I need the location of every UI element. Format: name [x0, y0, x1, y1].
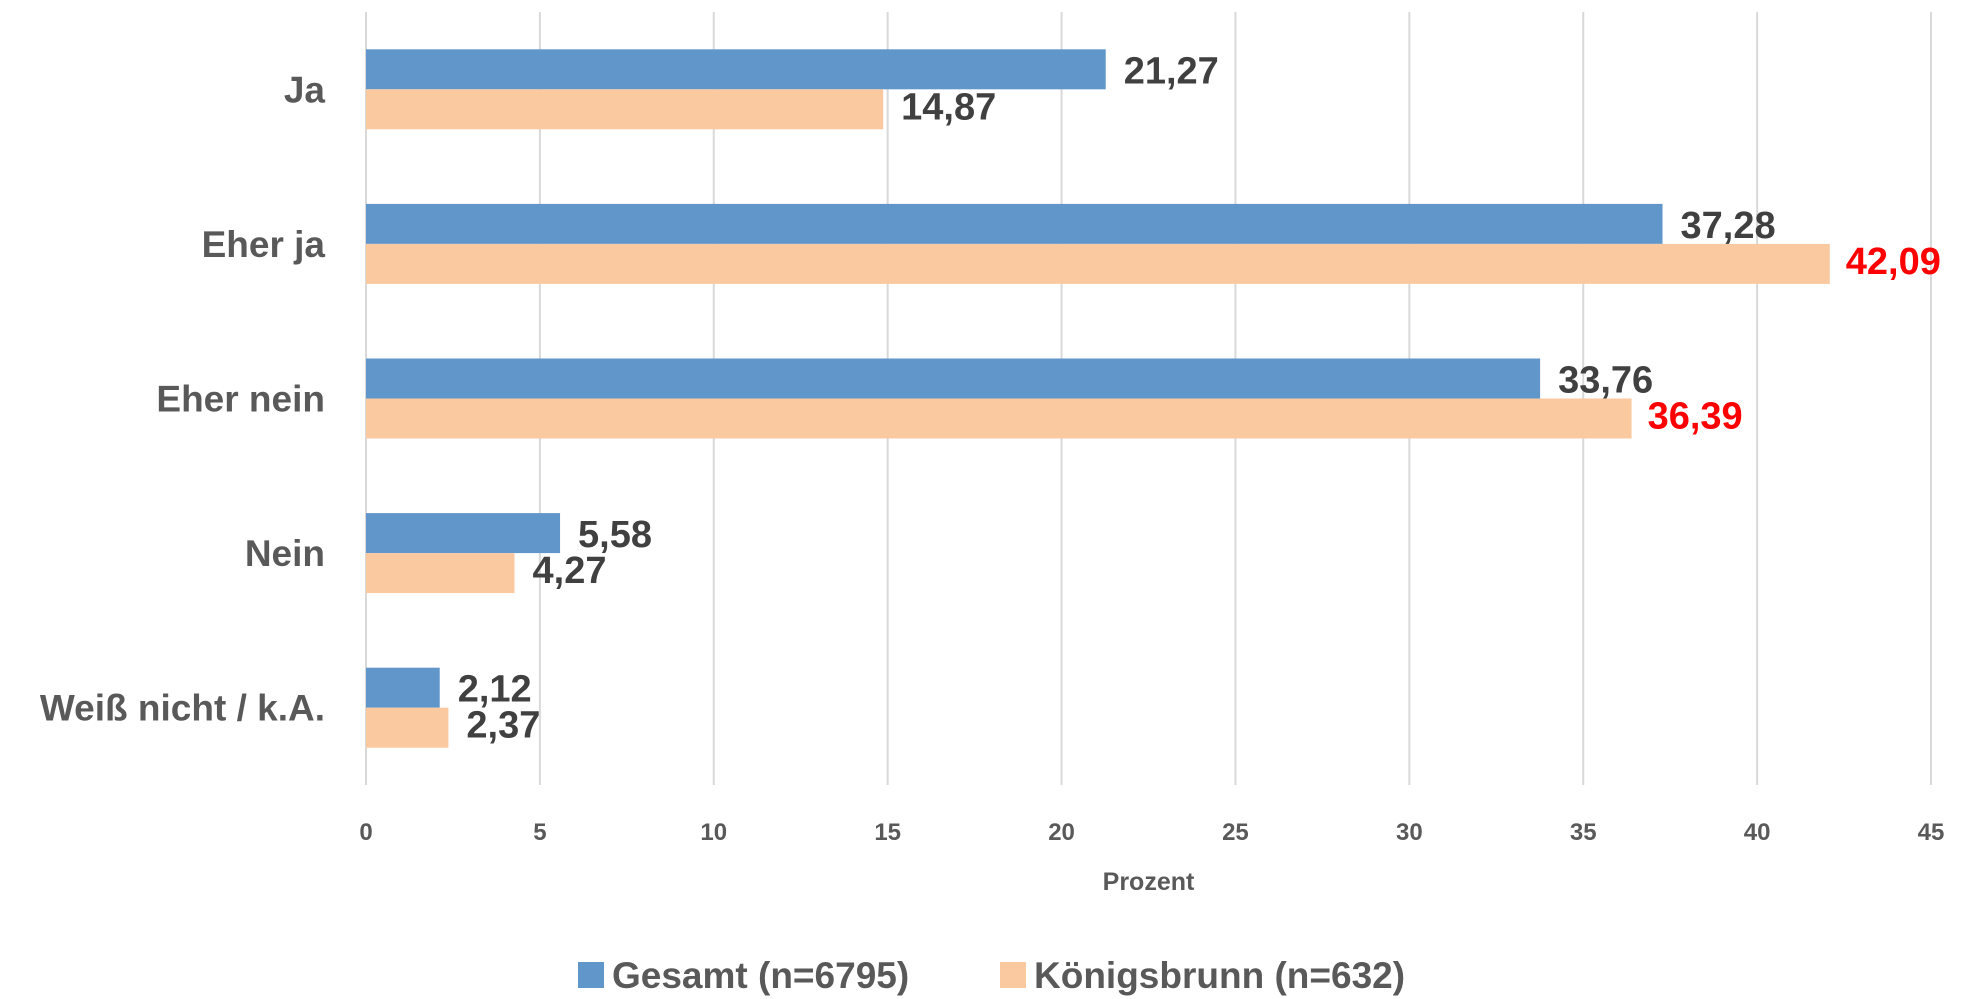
bar — [366, 707, 449, 748]
data-label: 36,39 — [1648, 396, 1743, 438]
data-label: 37,28 — [1681, 205, 1776, 247]
category-labels: Ja Eher ja Eher nein Nein Weiß nicht / k.A. — [40, 69, 325, 728]
legend-swatch — [578, 962, 604, 988]
bar — [366, 667, 440, 708]
bar — [366, 398, 1632, 439]
category-label: Eher ja — [202, 224, 326, 265]
category-label: Eher nein — [156, 379, 325, 420]
x-tick-label: 40 — [1744, 819, 1771, 846]
legend-label: Königsbrunn (n=632) — [1034, 955, 1405, 996]
bar — [366, 203, 1663, 244]
data-label: 21,27 — [1124, 50, 1219, 92]
x-tick-labels: 0 5 10 15 20 25 30 35 40 45 — [359, 819, 1944, 846]
data-label: 5,58 — [578, 514, 652, 556]
x-tick-label: 30 — [1396, 819, 1423, 846]
data-label: 33,76 — [1558, 360, 1653, 402]
bar — [366, 358, 1541, 399]
category-label: Weiß nicht / k.A. — [40, 688, 325, 729]
data-label: 4,27 — [533, 550, 607, 592]
bar — [366, 89, 884, 130]
x-tick-label: 45 — [1918, 819, 1945, 846]
data-label: 2,12 — [458, 669, 532, 711]
x-tick-label: 35 — [1570, 819, 1597, 846]
bar — [366, 243, 1830, 284]
bar — [366, 513, 561, 554]
x-tick-label: 25 — [1222, 819, 1249, 846]
bar — [366, 553, 515, 594]
x-tick-label: 15 — [874, 819, 901, 846]
data-label: 2,37 — [466, 705, 540, 747]
x-tick-label: 10 — [700, 819, 727, 846]
x-tick-label: 0 — [359, 819, 372, 846]
category-label: Ja — [284, 69, 326, 110]
bar — [366, 49, 1106, 90]
x-tick-label: 5 — [533, 819, 546, 846]
x-axis-title: Prozent — [1103, 868, 1195, 896]
category-label: Nein — [245, 533, 325, 574]
data-label: 14,87 — [901, 86, 996, 128]
legend-swatch — [1000, 962, 1026, 988]
x-tick-label: 20 — [1048, 819, 1075, 846]
data-label: 42,09 — [1846, 241, 1941, 283]
legend: Gesamt (n=6795) Königsbrunn (n=632) — [578, 955, 1405, 996]
legend-label: Gesamt (n=6795) — [612, 955, 909, 996]
